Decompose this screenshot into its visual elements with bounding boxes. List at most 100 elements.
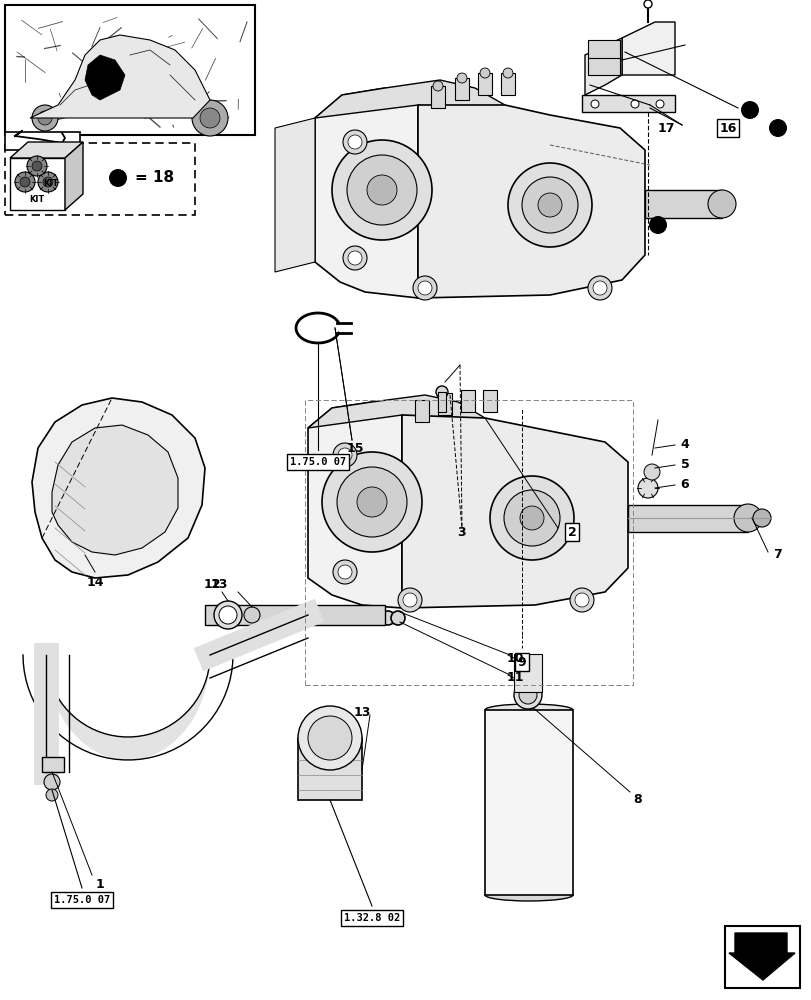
Circle shape <box>200 108 220 128</box>
Polygon shape <box>204 605 384 625</box>
Polygon shape <box>30 35 210 118</box>
Polygon shape <box>32 398 204 578</box>
Circle shape <box>342 130 367 154</box>
Bar <box>437 393 452 415</box>
Circle shape <box>380 611 394 625</box>
Circle shape <box>402 593 417 607</box>
Polygon shape <box>10 158 65 210</box>
Circle shape <box>768 119 786 137</box>
Circle shape <box>436 386 448 398</box>
Circle shape <box>648 216 666 234</box>
Text: 16: 16 <box>719 121 736 134</box>
Circle shape <box>342 246 367 270</box>
Polygon shape <box>85 55 125 100</box>
Bar <box>587 57 620 75</box>
Circle shape <box>32 161 42 171</box>
Circle shape <box>630 100 638 108</box>
Polygon shape <box>315 80 512 122</box>
Polygon shape <box>307 402 401 608</box>
Text: 8: 8 <box>633 793 642 806</box>
Circle shape <box>38 172 58 192</box>
Polygon shape <box>627 505 747 532</box>
Bar <box>484 710 573 895</box>
Circle shape <box>109 169 127 187</box>
Ellipse shape <box>484 889 573 901</box>
Bar <box>513 654 541 692</box>
Bar <box>5 5 255 135</box>
Polygon shape <box>728 933 794 980</box>
Circle shape <box>32 105 58 131</box>
Polygon shape <box>65 142 83 210</box>
Polygon shape <box>315 88 418 298</box>
Bar <box>5 143 195 215</box>
Circle shape <box>457 73 466 83</box>
Circle shape <box>219 606 237 624</box>
Text: 12: 12 <box>203 578 221 591</box>
Circle shape <box>752 509 770 527</box>
Circle shape <box>740 101 758 119</box>
Bar <box>5 132 80 150</box>
Text: 4: 4 <box>680 438 689 452</box>
Polygon shape <box>401 415 627 608</box>
Polygon shape <box>52 425 178 555</box>
Circle shape <box>643 0 651 8</box>
Circle shape <box>191 100 228 136</box>
Polygon shape <box>275 118 315 272</box>
Bar <box>42 757 64 772</box>
Circle shape <box>348 251 362 265</box>
Text: 7: 7 <box>773 548 782 561</box>
Text: 13: 13 <box>210 578 228 591</box>
Circle shape <box>590 100 599 108</box>
Circle shape <box>243 607 260 623</box>
Circle shape <box>43 177 53 187</box>
Circle shape <box>367 175 397 205</box>
Circle shape <box>333 560 357 584</box>
Text: 6: 6 <box>680 478 689 491</box>
Circle shape <box>337 448 351 462</box>
Text: KIT: KIT <box>29 196 45 205</box>
Circle shape <box>333 443 357 467</box>
Bar <box>483 390 496 412</box>
Bar <box>587 40 620 58</box>
Bar <box>461 390 474 412</box>
Polygon shape <box>10 142 83 158</box>
Circle shape <box>592 281 607 295</box>
Circle shape <box>337 467 406 537</box>
Bar <box>437 392 445 412</box>
Circle shape <box>587 276 611 300</box>
Text: KIT: KIT <box>43 178 58 188</box>
Circle shape <box>513 681 541 709</box>
Circle shape <box>27 156 47 176</box>
Text: 1: 1 <box>96 878 105 892</box>
Bar <box>478 73 491 95</box>
Circle shape <box>397 588 422 612</box>
Bar <box>414 400 428 422</box>
Text: 17: 17 <box>657 121 674 134</box>
Circle shape <box>504 490 560 546</box>
Circle shape <box>44 774 60 790</box>
Circle shape <box>707 190 735 218</box>
Circle shape <box>508 163 591 247</box>
Circle shape <box>298 706 362 770</box>
Circle shape <box>346 155 417 225</box>
Text: 1.75.0 07: 1.75.0 07 <box>54 895 110 905</box>
Circle shape <box>20 177 30 187</box>
Circle shape <box>502 68 513 78</box>
Circle shape <box>413 276 436 300</box>
Text: = 18: = 18 <box>135 170 174 185</box>
Text: 15: 15 <box>345 442 363 454</box>
Bar <box>431 86 444 108</box>
Ellipse shape <box>484 704 573 716</box>
Circle shape <box>38 111 52 125</box>
Circle shape <box>332 140 431 240</box>
Circle shape <box>538 193 561 217</box>
Text: 1.32.8 02: 1.32.8 02 <box>343 913 400 923</box>
Circle shape <box>348 135 362 149</box>
Circle shape <box>391 611 405 625</box>
Bar <box>500 73 514 95</box>
Circle shape <box>574 593 588 607</box>
Circle shape <box>46 789 58 801</box>
Polygon shape <box>307 395 491 435</box>
Polygon shape <box>298 738 362 800</box>
Circle shape <box>637 478 657 498</box>
